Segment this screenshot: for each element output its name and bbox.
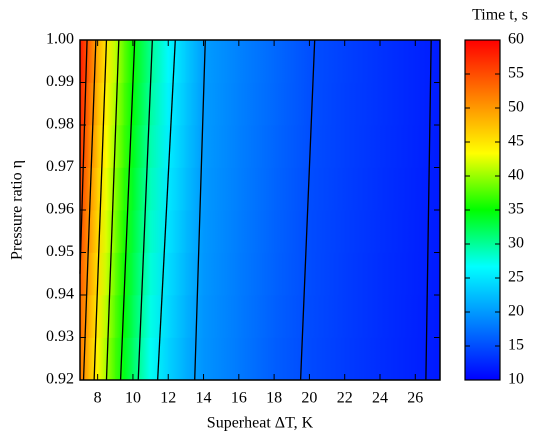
colorbar-tick-label: 15 xyxy=(508,337,524,354)
heatmap-cell xyxy=(379,39,441,381)
colorbar-tick-label: 40 xyxy=(508,167,524,184)
x-tick-label: 24 xyxy=(372,390,388,407)
contour-line xyxy=(82,39,97,381)
x-tick-label: 16 xyxy=(231,390,247,407)
heatmap-cell xyxy=(344,39,381,381)
colorbar-tick-label: 20 xyxy=(508,303,524,320)
x-tick-label: 14 xyxy=(196,390,212,407)
heatmap-cell xyxy=(106,39,116,381)
colorbar-tick-label: 25 xyxy=(508,269,524,286)
y-tick-label: 0.95 xyxy=(46,243,74,260)
x-tick-label: 18 xyxy=(266,390,282,407)
y-tick-label: 0.97 xyxy=(46,158,74,175)
heatmap-cell xyxy=(203,39,240,381)
heatmap-cell xyxy=(167,39,187,381)
heatmap-cell xyxy=(132,39,151,381)
contour-line xyxy=(137,39,154,381)
contour-line xyxy=(156,39,176,381)
y-axis-label: Pressure ratio η xyxy=(9,160,26,260)
y-tick-label: 0.96 xyxy=(46,201,74,218)
heatmap-cell xyxy=(273,39,310,381)
contour-line xyxy=(299,39,316,381)
colorbar xyxy=(464,39,501,381)
heatmap-cell xyxy=(97,39,107,381)
contour-line xyxy=(105,39,120,381)
heatmap-cell xyxy=(123,39,134,381)
contour-line xyxy=(425,39,432,381)
contour-line xyxy=(93,39,108,381)
contour-line xyxy=(79,39,88,274)
heatmap-cell xyxy=(150,39,169,381)
colorbar-tick-label: 55 xyxy=(508,65,524,82)
contour-line xyxy=(194,39,206,381)
heatmap-cell xyxy=(238,39,275,381)
colorbar-tick-label: 50 xyxy=(508,99,524,116)
colorbar-tick-label: 60 xyxy=(508,31,524,48)
x-tick-label: 10 xyxy=(125,390,141,407)
heatmap-cell xyxy=(114,39,125,381)
x-axis-label: Superheat ΔT, K xyxy=(207,415,314,432)
contour-line xyxy=(119,39,136,381)
y-tick-label: 1.00 xyxy=(46,31,74,48)
y-tick-label: 0.93 xyxy=(46,328,74,345)
heatmap-cell xyxy=(185,39,204,381)
colorbar-tick-label: 35 xyxy=(508,201,524,218)
x-tick-label: 20 xyxy=(301,390,317,407)
colorbar-tick-label: 10 xyxy=(508,371,524,388)
colorbar-title: Time t, s xyxy=(472,7,528,24)
colorbar-tick-label: 30 xyxy=(508,235,524,252)
y-tick-label: 0.92 xyxy=(46,371,74,388)
heatmap-cell xyxy=(309,39,346,381)
x-tick-label: 22 xyxy=(337,390,353,407)
heatmap xyxy=(79,39,441,381)
colorbar-tick-label: 45 xyxy=(508,133,524,150)
y-tick-label: 0.94 xyxy=(46,286,74,303)
y-tick-label: 0.98 xyxy=(46,116,74,133)
y-tick-label: 0.99 xyxy=(46,73,74,90)
x-tick-label: 26 xyxy=(407,390,423,407)
x-tick-label: 12 xyxy=(160,390,176,407)
x-tick-label: 8 xyxy=(94,390,102,407)
